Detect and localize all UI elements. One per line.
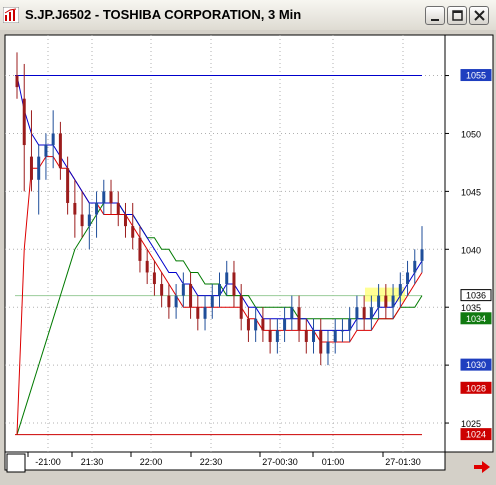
candle-body (254, 318, 258, 331)
candle-body (340, 330, 344, 332)
candle-body (167, 295, 171, 308)
close-button[interactable] (469, 6, 489, 25)
candle-body (283, 318, 287, 331)
candle-body (95, 202, 99, 215)
candle-body (304, 330, 308, 342)
x-tick-label: 22:30 (200, 457, 223, 467)
candle-body (116, 202, 120, 215)
y-tick-label: 1045 (461, 187, 481, 197)
price-label-box (460, 358, 492, 371)
candle-body (261, 318, 265, 331)
candle-body (44, 145, 48, 157)
chart-app-icon (3, 7, 19, 23)
candle-body (22, 98, 26, 146)
candle-body (391, 295, 395, 308)
candle-body (109, 191, 113, 203)
candle-body (246, 318, 250, 331)
price-label-text: 1030 (466, 360, 486, 370)
y-tick-label: 1025 (461, 419, 481, 429)
x-tick-label: 27-00:30 (262, 457, 298, 467)
candle-body (203, 307, 207, 319)
candle-body (297, 307, 301, 331)
x-tick-label: 21:30 (81, 457, 104, 467)
candle-body (174, 295, 178, 308)
candle-body (138, 237, 142, 261)
candle-body (152, 272, 156, 285)
candle-body (384, 295, 388, 308)
price-label-text: 1024 (466, 430, 486, 440)
candle-body (218, 284, 221, 296)
candle-body (398, 284, 402, 296)
price-label-box (460, 381, 492, 394)
time-axis (4, 451, 446, 471)
candle-body (319, 330, 323, 354)
candle-body (181, 284, 185, 296)
price-label-box (460, 312, 492, 325)
candle-body (239, 295, 243, 319)
highlight-band (365, 287, 405, 302)
title-bar[interactable]: S.JP.J6502 - TOSHIBA CORPORATION, 3 Min (0, 0, 496, 31)
candle-body (87, 214, 91, 227)
price-label-text: 1036 (466, 291, 486, 301)
candle-body (58, 133, 62, 169)
candle-body (37, 156, 41, 180)
candle-body (29, 156, 33, 180)
maximize-button[interactable] (447, 6, 467, 25)
x-tick-label: -21:00 (35, 457, 61, 467)
minimize-button[interactable] (425, 6, 445, 25)
candle-body (406, 272, 410, 285)
candle-body (15, 75, 19, 88)
candle-body (145, 260, 149, 273)
candle-body (333, 330, 337, 342)
x-tick-label: 22:00 (140, 457, 163, 467)
candle-body (326, 341, 330, 354)
price-label-text: 1055 (466, 71, 486, 81)
price-label-box (460, 289, 492, 302)
candle-body (420, 249, 424, 261)
candle-body (232, 272, 236, 296)
chart-area[interactable]: 1025 1030 1035 1040 1045 1050 1055 -21:00 21:30 2… (0, 30, 496, 480)
candle-body (275, 330, 279, 342)
y-tick-label: 1040 (461, 245, 481, 255)
plot-area (4, 34, 446, 453)
price-label-box (460, 428, 492, 441)
candle-body (210, 295, 214, 308)
close-icon (474, 10, 485, 21)
candle-body (312, 330, 316, 342)
candle-body (80, 214, 84, 227)
candle-body (66, 168, 70, 203)
arrow-right-icon[interactable] (472, 460, 492, 474)
price-chart[interactable]: 1025 1030 1035 1040 1045 1050 1055 -21:00 21:30 2… (0, 30, 496, 480)
candle-body (355, 307, 359, 319)
price-label-text: 1028 (466, 383, 486, 393)
candle-body (196, 307, 200, 319)
candle-body (413, 260, 417, 273)
y-tick-label: 1035 (461, 303, 481, 313)
corner-box (6, 453, 26, 473)
candle-body (377, 295, 381, 308)
candle-body (123, 214, 127, 227)
candle-body (189, 284, 193, 308)
candle-body (362, 307, 366, 319)
candle-body (51, 133, 55, 146)
candle-body (131, 226, 135, 238)
candle-body (268, 330, 272, 342)
price-label-text: 1034 (466, 314, 486, 324)
y-tick-label: 1050 (461, 129, 481, 139)
x-tick-label: 01:00 (322, 457, 345, 467)
price-label-box (460, 69, 492, 82)
candle-body (160, 284, 164, 296)
candle-body (73, 202, 77, 215)
maximize-icon (452, 10, 463, 21)
candle-body (348, 318, 352, 331)
candle-body (225, 272, 229, 285)
candle-body (290, 307, 294, 319)
window-title: S.JP.J6502 - TOSHIBA CORPORATION, 3 Min (25, 7, 302, 22)
candle-body (369, 307, 373, 319)
x-tick-label: 27-01:30 (385, 457, 421, 467)
candle-body (102, 191, 106, 203)
minimize-icon (431, 19, 439, 21)
